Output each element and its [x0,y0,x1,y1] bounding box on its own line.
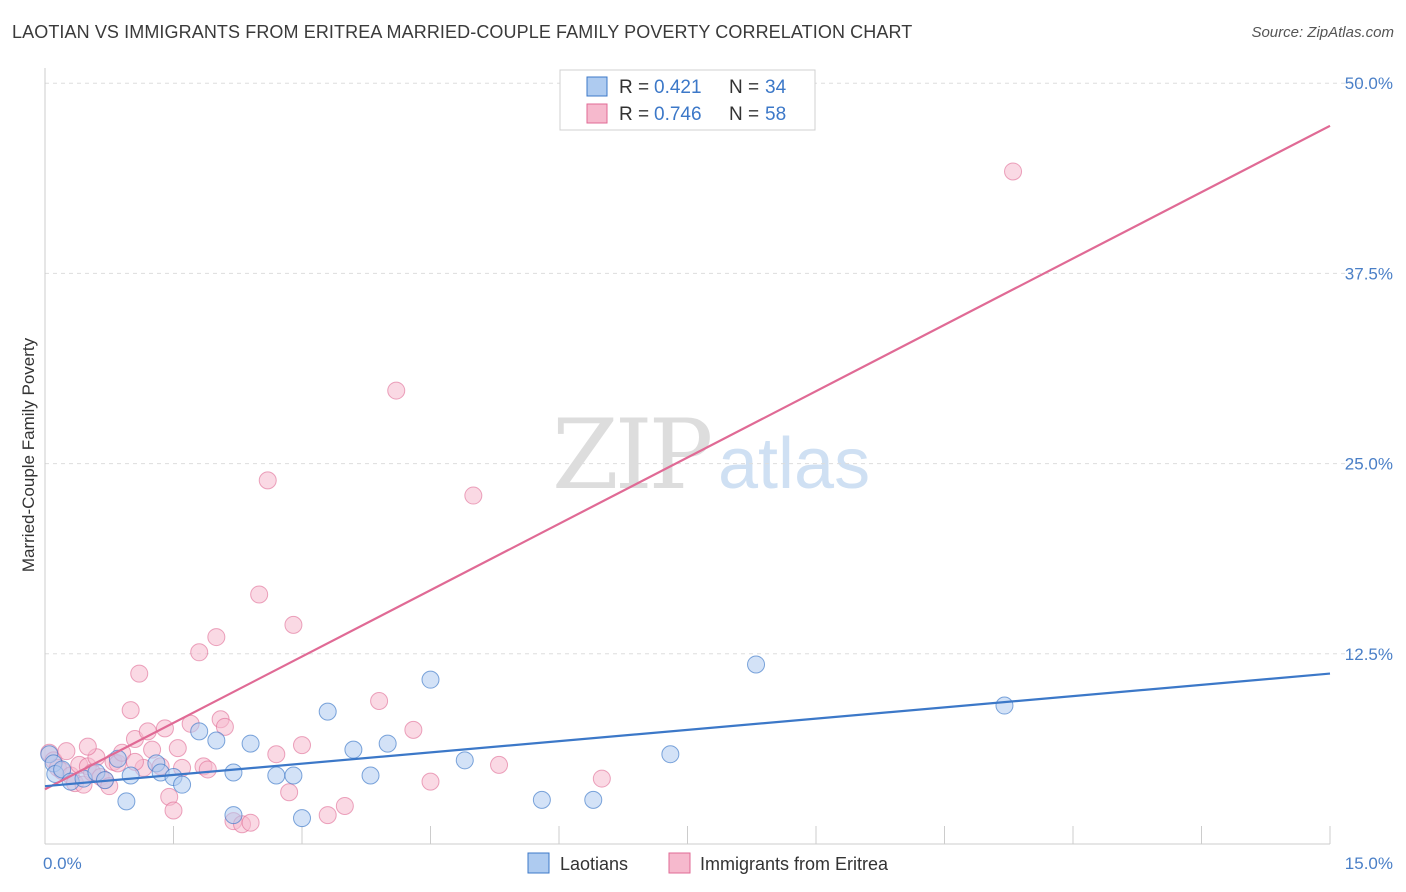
correlation-legend: R = 0.421 N = 34 R = 0.746 N = 58 [559,69,816,131]
laotians-point [284,766,303,785]
eritrea-point [130,664,149,683]
eritrea-point [335,796,354,815]
laotians-point [293,809,311,828]
legend-swatch-eritrea [586,103,608,124]
series-legend: Laotians Immigrants from Eritrea [527,852,889,874]
eritrea-point [293,736,311,755]
laotians-point [661,745,680,764]
laotians-point [190,722,209,741]
laotians-point [747,655,766,674]
eritrea-point [490,755,509,774]
eritrea-point [370,691,389,710]
y-tick-label: 12.5% [1345,645,1393,664]
eritrea-point [190,643,209,662]
eritrea-point [207,628,226,647]
chart-title: LAOTIAN VS IMMIGRANTS FROM ERITREA MARRI… [12,22,913,42]
eritrea-point [198,760,217,779]
laotians-point [378,734,397,753]
trend-lines [44,124,1331,791]
series-eritrea-points [40,162,1023,834]
laotians-point [455,751,474,770]
eritrea-point [592,769,611,788]
laotians-point [207,731,226,750]
laotians-point [584,790,603,809]
laotians-point [121,766,140,785]
eritrea-trend-line [44,124,1331,791]
legend-n-label-eritrea: N = [729,104,759,125]
eritrea-point [121,701,140,720]
eritrea-point [318,806,337,825]
laotians-point [241,734,260,753]
watermark: ZIP atlas [552,399,870,511]
legend-swatch-laotians [586,76,608,97]
legend-n-label-laotians: N = [729,77,759,98]
eritrea-point [258,471,277,490]
laotians-point [318,702,337,721]
eritrea-point [1004,162,1023,181]
grid [45,82,1365,655]
eritrea-point [404,720,423,739]
legend-n-value-laotians: 34 [765,77,787,98]
legend-r-value-laotians: 0.421 [654,77,702,98]
y-axis-label: Married-Couple Family Poverty [19,337,38,572]
eritrea-point [215,717,234,736]
bottom-swatch-eritrea [668,852,691,874]
y-tick-label: 50.0% [1345,74,1393,93]
laotians-point [421,670,440,689]
series-laotians-points [40,655,1014,828]
tick-labels: 12.5% 25.0% 37.5% 50.0% 0.0% 15.0% [43,74,1393,873]
axes [44,68,1331,845]
eritrea-point [387,381,406,400]
laotians-point [532,790,551,809]
x-tick-label: 15.0% [1345,854,1393,873]
legend-r-label-laotians: R = [619,77,649,98]
eritrea-point [241,813,260,832]
eritrea-point [164,801,183,820]
source-credit: Source: ZipAtlas.com [1251,24,1394,41]
laotians-point [267,766,286,785]
laotians-point [224,763,243,782]
eritrea-point [57,742,76,761]
laotians-trend-line [44,672,1331,788]
legend-r-label-eritrea: R = [619,104,649,125]
y-tick-label: 37.5% [1345,264,1393,283]
eritrea-point [267,745,286,764]
x-tick-label: 0.0% [43,854,82,873]
bottom-legend-laotians: Laotians [560,854,628,874]
watermark-zip: ZIP [552,399,711,511]
laotians-point [995,696,1014,715]
laotians-point [224,806,243,825]
eritrea-point [284,615,303,634]
eritrea-point [250,585,269,604]
laotians-point [344,740,363,759]
legend-n-value-eritrea: 58 [765,104,786,125]
bottom-legend-eritrea: Immigrants from Eritrea [700,854,889,874]
eritrea-point [280,783,299,802]
y-tick-label: 25.0% [1345,455,1393,474]
eritrea-point [168,739,187,758]
laotians-point [53,760,72,779]
legend-r-value-eritrea: 0.746 [654,104,702,125]
bottom-swatch-laotians [527,852,550,874]
eritrea-point [78,737,97,756]
laotians-point [173,775,192,794]
laotians-point [361,766,380,785]
eritrea-point [464,486,483,505]
eritrea-point [421,772,440,791]
laotians-point [117,792,136,811]
